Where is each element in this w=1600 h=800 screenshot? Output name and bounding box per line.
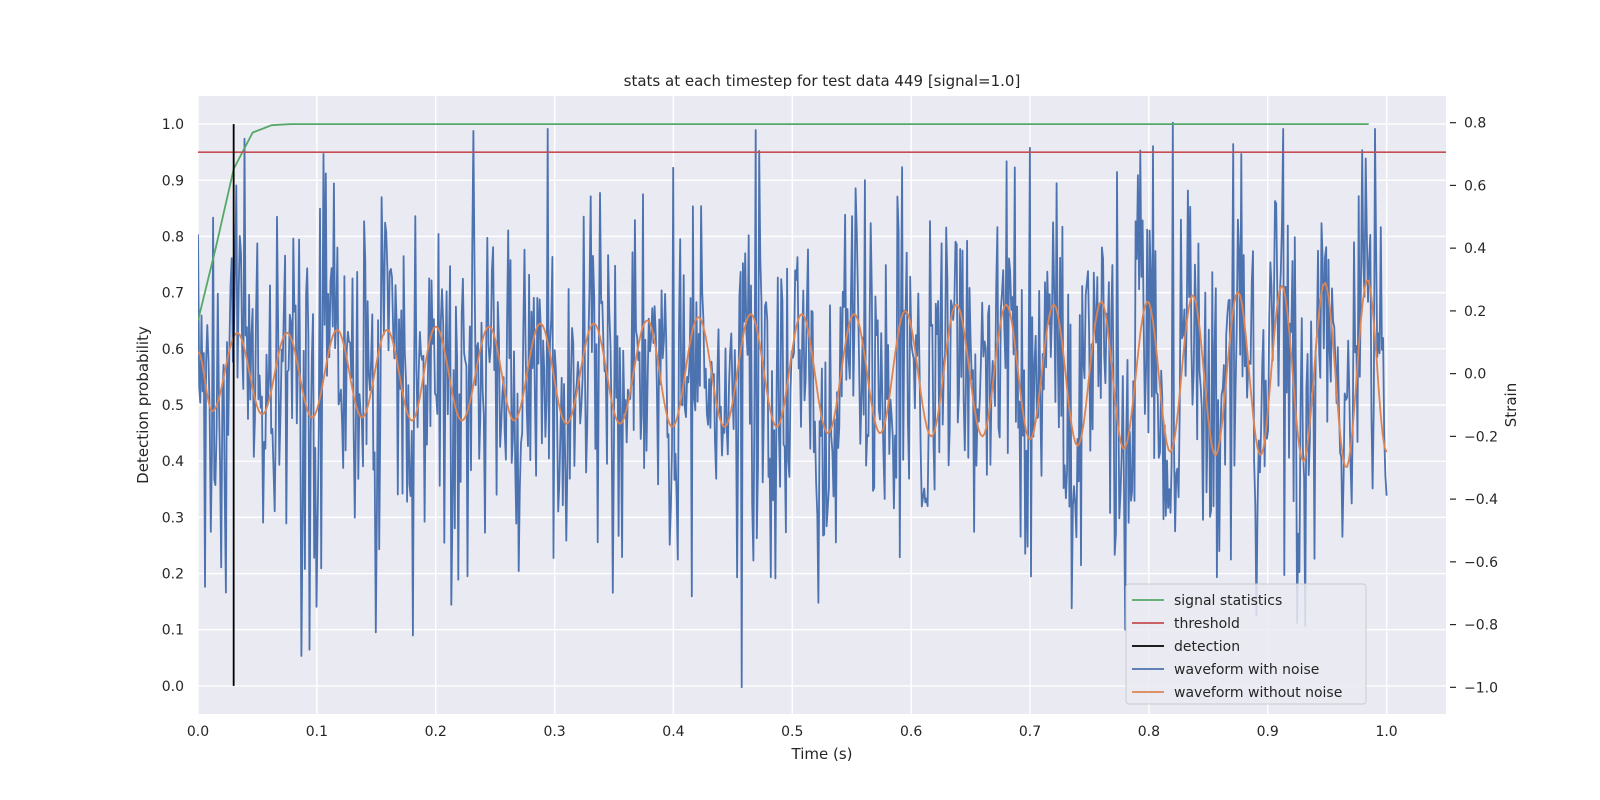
x-tick-label-0-2: 0.2	[425, 724, 447, 740]
legend-label-threshold: threshold	[1174, 616, 1240, 632]
x-axis-ticks: 0.0 0.1 0.2 0.3 0.4 0.5 0.6 0.7 0.8 0.9 1.0	[187, 724, 1398, 740]
x-tick-label-0-4: 0.4	[662, 724, 684, 740]
y-right-tick-label-0-0: 0.0	[1464, 367, 1486, 383]
y-left-tick-label-0-2: 0.2	[162, 567, 184, 583]
chart-title: stats at each timestep for test data 449…	[624, 72, 1021, 90]
x-tick-label-0-0: 0.0	[187, 724, 209, 740]
legend: signal statistics threshold detection wavef…	[1125, 583, 1367, 705]
x-tick-label-0-6: 0.6	[900, 724, 922, 740]
y-right-tick-label-0-8: 0.8	[1464, 116, 1486, 132]
y-left-tick-label-0-1: 0.1	[162, 623, 184, 639]
legend-label-signal-statistics: signal statistics	[1174, 593, 1282, 609]
y-right-tick-label-0-4: 0.4	[1464, 241, 1486, 257]
x-tick-label-1-0: 1.0	[1375, 724, 1397, 740]
plot-lines	[198, 121, 1446, 689]
y-left-tick-label-0-8: 0.8	[162, 229, 184, 245]
y-right-tick-label-0-4: −0.4	[1464, 492, 1498, 508]
y-right-axis-label: Strain	[1502, 383, 1520, 427]
y-left-tick-label-0-5: 0.5	[162, 398, 184, 414]
x-tick-label-0-9: 0.9	[1257, 724, 1279, 740]
y-left-tick-label-0-9: 0.9	[162, 173, 184, 189]
legend-label-waveform-with-noise: waveform with noise	[1174, 662, 1319, 678]
series-line-waveform-without-noise	[198, 279, 1388, 469]
legend-label-waveform-without-noise: waveform without noise	[1174, 685, 1342, 701]
y-left-axis-ticks: 0.0 0.1 0.2 0.3 0.4 0.5 0.6 0.7 0.8 0.9 1.0	[162, 117, 184, 695]
legend-label-detection: detection	[1174, 639, 1240, 655]
y-left-tick-label-0-0: 0.0	[162, 679, 184, 695]
series-line-signal-statistics	[198, 123, 1369, 321]
y-right-axis-ticks: −1.0 −0.8 −0.6 −0.4 −0.2 0.0 0.2 0.4 0.6 0.8	[1450, 116, 1498, 696]
y-right-tick-label-0-6: 0.6	[1464, 178, 1486, 194]
y-right-tick-label-0-2: 0.2	[1464, 304, 1486, 320]
y-left-tick-label-0-4: 0.4	[162, 454, 184, 470]
y-left-tick-label-0-7: 0.7	[162, 286, 184, 302]
x-tick-label-0-8: 0.8	[1138, 724, 1160, 740]
y-right-tick-label-0-6: −0.6	[1464, 555, 1498, 571]
y-right-tick-label-1-0: −1.0	[1464, 680, 1498, 696]
y-right-tick-label-0-2: −0.2	[1464, 429, 1498, 445]
y-right-tick-label-0-8: −0.8	[1464, 618, 1498, 634]
x-tick-label-0-1: 0.1	[306, 724, 328, 740]
y-left-tick-label-1-0: 1.0	[162, 117, 184, 133]
y-left-tick-label-0-6: 0.6	[162, 342, 184, 358]
x-tick-label-0-3: 0.3	[543, 724, 565, 740]
x-tick-label-0-7: 0.7	[1019, 724, 1041, 740]
y-left-axis-label: Detection probability	[134, 326, 152, 484]
legend-box	[1125, 583, 1367, 705]
x-tick-label-0-5: 0.5	[781, 724, 803, 740]
x-axis-label: Time (s)	[791, 745, 853, 763]
y-left-tick-label-0-3: 0.3	[162, 510, 184, 526]
